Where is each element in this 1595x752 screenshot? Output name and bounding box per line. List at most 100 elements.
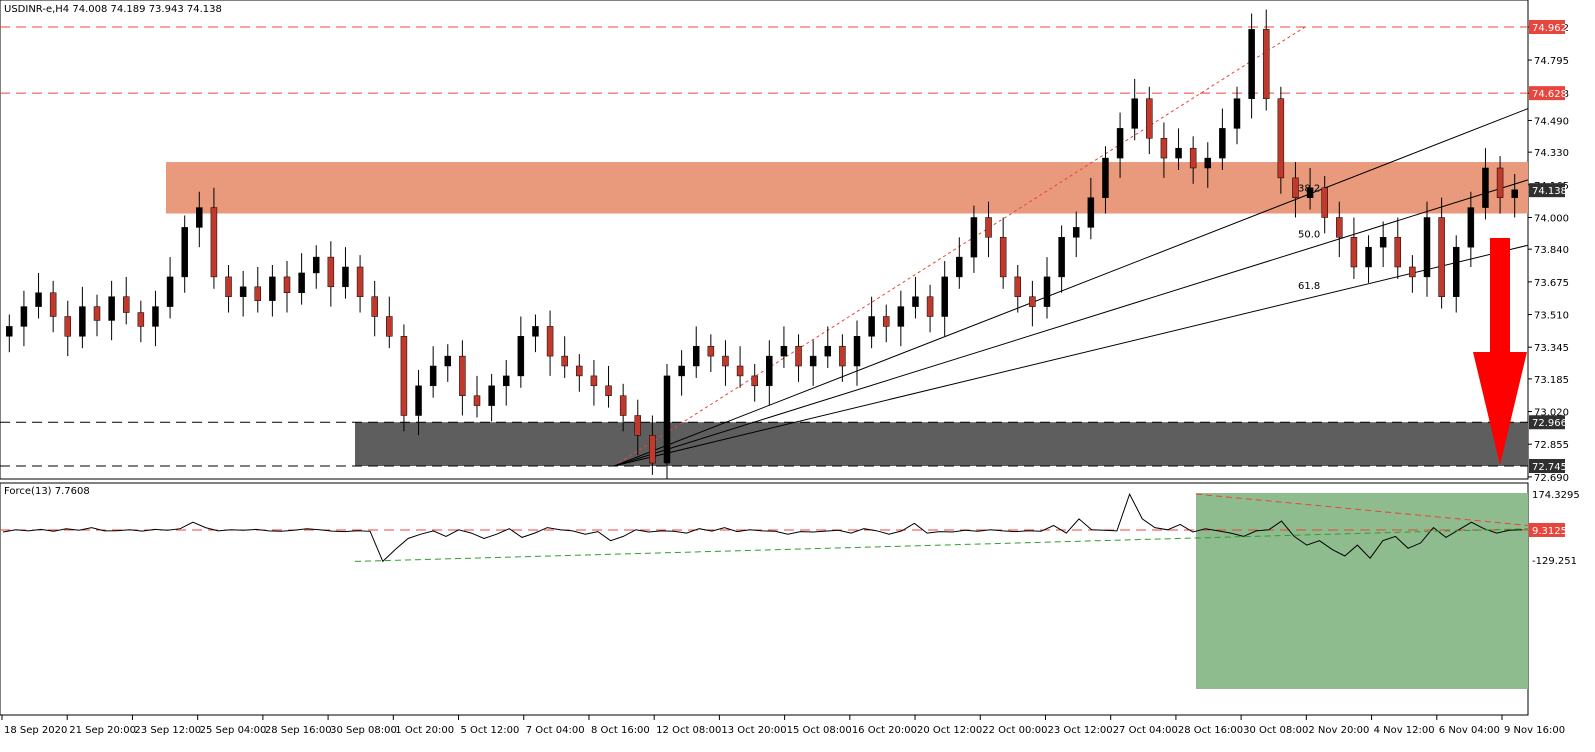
candle-body bbox=[196, 207, 203, 228]
candle-body bbox=[1029, 296, 1036, 307]
candle-body bbox=[137, 312, 145, 327]
candle-body bbox=[298, 272, 305, 293]
candle-body bbox=[576, 365, 583, 377]
price-panel-frame bbox=[0, 0, 1529, 480]
x-tick-label: 4 Nov 12:00 bbox=[1374, 725, 1435, 736]
candle-body bbox=[839, 345, 846, 367]
force-level-tag bbox=[1529, 522, 1565, 537]
candle-body bbox=[619, 395, 627, 416]
candle-body bbox=[766, 355, 773, 387]
candle-body bbox=[882, 316, 890, 327]
candle-body bbox=[649, 435, 656, 464]
fib-label: 50.0 bbox=[1298, 229, 1320, 240]
x-tick-label: 30 Sep 08:00 bbox=[330, 725, 397, 736]
fan-line bbox=[613, 179, 1529, 467]
candle-body bbox=[897, 306, 905, 327]
x-tick-label: 25 Sep 04:00 bbox=[200, 725, 267, 736]
x-tick-label: 21 Sep 20:00 bbox=[69, 725, 136, 736]
candle-body bbox=[809, 355, 817, 367]
candle-body bbox=[327, 256, 335, 288]
x-tick-label: 28 Sep 16:00 bbox=[265, 725, 332, 736]
candle-body bbox=[122, 296, 130, 313]
price-tag bbox=[1529, 415, 1565, 430]
candle-body bbox=[152, 306, 159, 327]
symbol-header: USDINR-e,H4 74.008 74.189 73.943 74.138 bbox=[4, 4, 222, 15]
candle-body bbox=[692, 345, 700, 367]
candle-body bbox=[1277, 98, 1285, 179]
candle-body bbox=[1438, 217, 1445, 297]
candle-body bbox=[1496, 167, 1504, 198]
level-lines bbox=[0, 26, 1528, 467]
x-tick-label: 5 Oct 12:00 bbox=[461, 725, 520, 736]
y-tick-label: 73.345 bbox=[1534, 343, 1569, 354]
x-tick-label: 8 Oct 16:00 bbox=[591, 725, 650, 736]
candle-body bbox=[1058, 237, 1065, 278]
candle-body bbox=[678, 365, 685, 377]
force-line bbox=[2, 492, 1523, 563]
candle-body bbox=[210, 207, 218, 278]
y-tick-label: 74.795 bbox=[1534, 56, 1569, 67]
x-tick-label: 6 Nov 04:00 bbox=[1439, 725, 1500, 736]
candle-body bbox=[707, 345, 715, 357]
candle-body bbox=[386, 316, 393, 337]
candle-body bbox=[371, 296, 378, 317]
down-arrow bbox=[1473, 238, 1527, 465]
candle-body bbox=[254, 286, 262, 301]
force-level-tag-label: 9.3125 bbox=[1532, 526, 1567, 537]
x-tick-label: 22 Oct 00:00 bbox=[982, 725, 1047, 736]
candle-body bbox=[926, 296, 934, 317]
price-tag-label: 74.962 bbox=[1532, 23, 1567, 34]
price-tag bbox=[1529, 459, 1565, 473]
candle-body bbox=[1423, 217, 1431, 278]
candle-body bbox=[459, 355, 466, 396]
candle-body bbox=[400, 336, 408, 416]
y-tick-label: 74.490 bbox=[1534, 116, 1569, 127]
y-tick-label: 74.330 bbox=[1534, 148, 1569, 159]
candle-body bbox=[1116, 128, 1124, 159]
force-tick-label: 174.3295 bbox=[1532, 490, 1580, 501]
candle-body bbox=[1146, 98, 1153, 139]
candle-body bbox=[312, 256, 320, 274]
candle-body bbox=[1511, 189, 1518, 198]
x-tick-label: 15 Oct 08:00 bbox=[787, 725, 852, 736]
x-tick-label: 27 Oct 04:00 bbox=[1113, 725, 1178, 736]
price-tag bbox=[1529, 20, 1565, 34]
x-tick-label: 30 Oct 08:00 bbox=[1243, 725, 1308, 736]
y-tick-label: 72.690 bbox=[1534, 473, 1569, 484]
candle-body bbox=[1350, 237, 1358, 268]
x-tick-label: 23 Oct 12:00 bbox=[1047, 725, 1112, 736]
candle-body bbox=[956, 256, 963, 278]
candle-body bbox=[356, 266, 364, 297]
candle-body bbox=[532, 326, 539, 337]
x-tick-label: 2 Nov 20:00 bbox=[1308, 725, 1369, 736]
candle-body bbox=[1336, 217, 1343, 238]
candle-body bbox=[342, 266, 349, 288]
candle-body bbox=[1204, 157, 1212, 169]
candle-body bbox=[1467, 207, 1475, 248]
candle-body bbox=[722, 355, 729, 367]
candle-body bbox=[985, 217, 992, 238]
x-tick-label: 20 Oct 12:00 bbox=[917, 725, 982, 736]
candle-body bbox=[166, 276, 174, 307]
candle-body bbox=[444, 355, 452, 367]
x-tick-label: 28 Oct 16:00 bbox=[1178, 725, 1243, 736]
force-downtrend-line bbox=[1195, 493, 1529, 526]
candle-body bbox=[999, 237, 1007, 278]
candle-body bbox=[751, 375, 758, 387]
candle-body bbox=[1014, 276, 1022, 297]
price-tag-label: 74.628 bbox=[1532, 89, 1567, 100]
price-tag bbox=[1529, 183, 1565, 198]
fibonacci-fan: 38.250.061.8 bbox=[613, 26, 1529, 467]
candle-body bbox=[1233, 98, 1241, 129]
candle-body bbox=[49, 292, 57, 317]
candle-body bbox=[1394, 237, 1402, 268]
candle-body bbox=[488, 385, 495, 406]
candle-body bbox=[239, 286, 247, 297]
resistance-zone bbox=[166, 162, 1528, 214]
bearish-arrow bbox=[1473, 238, 1527, 465]
candle-body bbox=[283, 276, 291, 293]
candle-body bbox=[1292, 177, 1299, 198]
y-tick-label: 73.840 bbox=[1534, 245, 1569, 256]
